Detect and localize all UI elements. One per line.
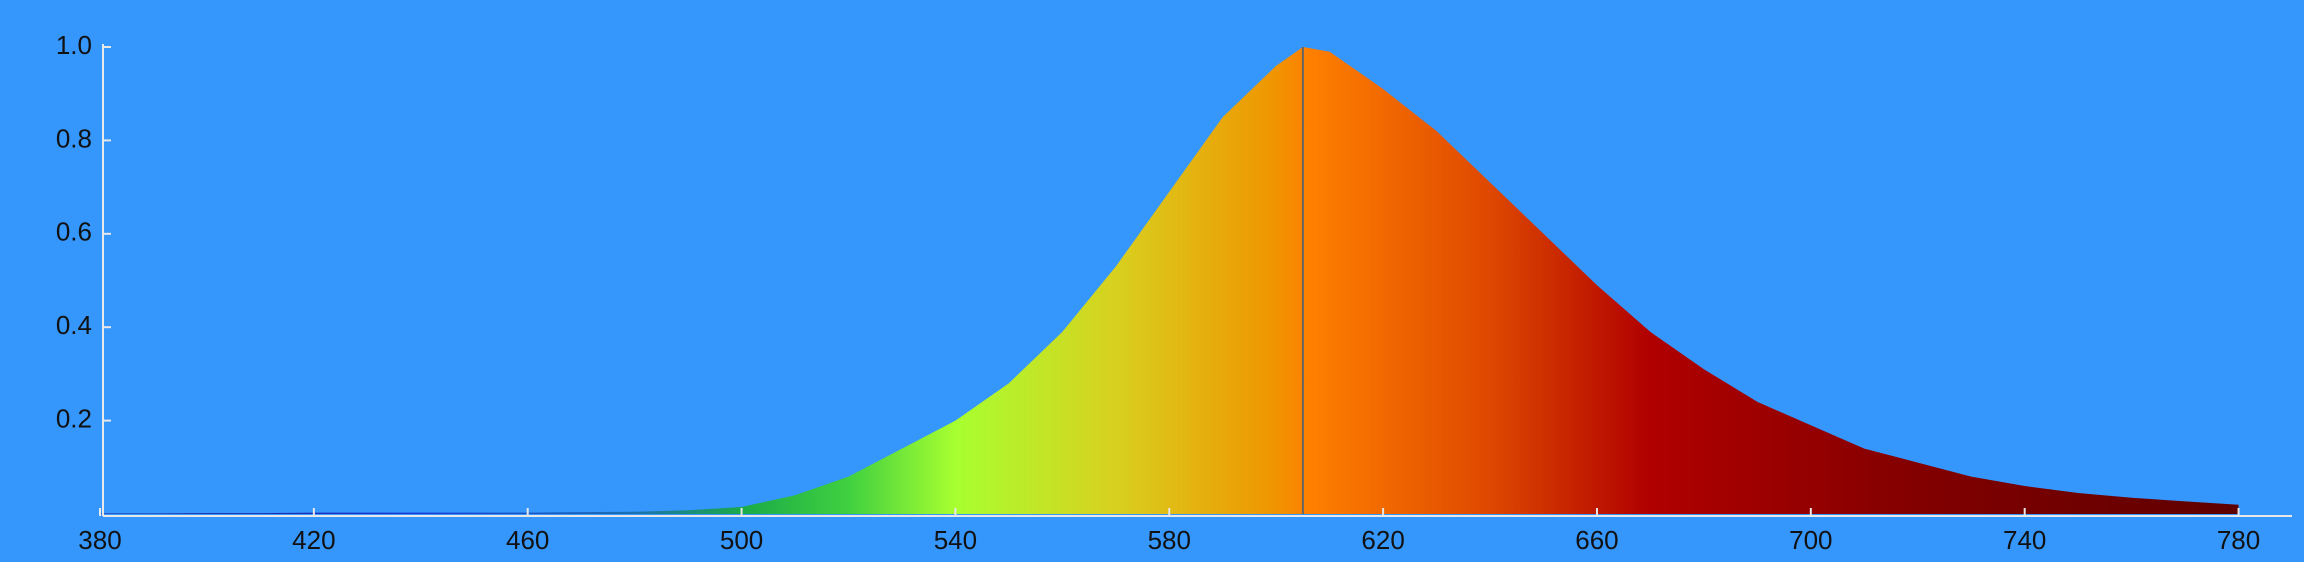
x-tick-label: 780	[2217, 525, 2260, 555]
x-tick-label: 580	[1148, 525, 1191, 555]
spectrum-area	[100, 47, 2239, 514]
x-tick-label: 620	[1361, 525, 1404, 555]
x-tick-label: 380	[78, 525, 121, 555]
x-tick-label: 700	[1789, 525, 1832, 555]
y-tick-label: 1.0	[56, 30, 92, 60]
x-tick-label: 420	[292, 525, 335, 555]
y-tick-label: 0.6	[56, 217, 92, 247]
y-tick-label: 0.4	[56, 310, 92, 340]
x-tick-label: 660	[1575, 525, 1618, 555]
y-tick-label: 0.8	[56, 123, 92, 153]
x-tick-label: 500	[720, 525, 763, 555]
x-tick-label: 460	[506, 525, 549, 555]
x-tick-label: 740	[2003, 525, 2046, 555]
x-tick-label: 540	[934, 525, 977, 555]
y-tick-label: 0.2	[56, 403, 92, 433]
